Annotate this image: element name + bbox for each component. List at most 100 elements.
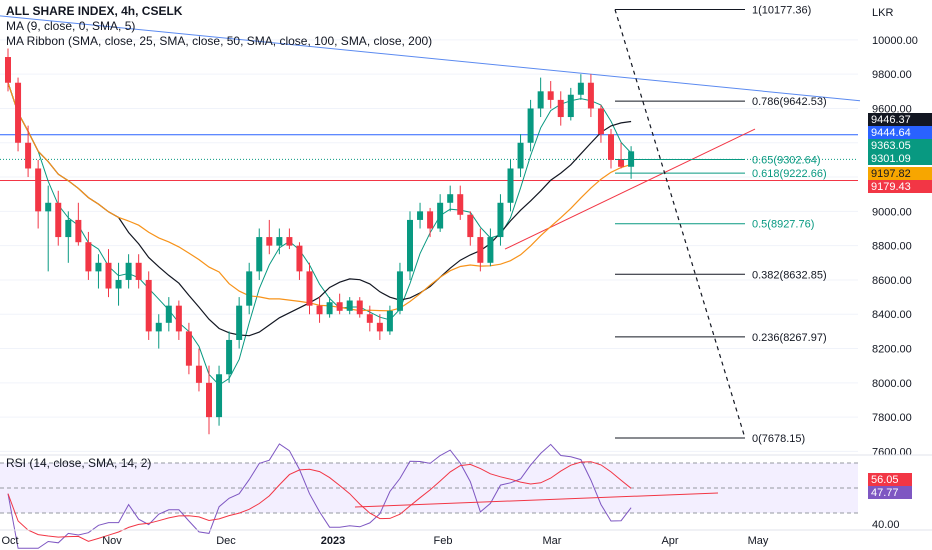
ma-line <box>7 82 632 386</box>
candle-body <box>286 237 293 246</box>
rsi-tick-label: 40.00 <box>872 519 900 531</box>
price-badge <box>868 180 932 193</box>
candle-body <box>437 202 444 229</box>
candle-body <box>175 305 182 332</box>
candle-body <box>5 57 11 83</box>
candle-body <box>226 339 233 375</box>
price-tick-label: 10000.00 <box>872 35 918 47</box>
price-tick-label: 9800.00 <box>872 69 912 81</box>
fib-level-label: 1(10177.36) <box>752 4 811 16</box>
rsi-badge-label: 47.77 <box>871 487 899 499</box>
price-badge <box>868 126 932 139</box>
candle-body <box>567 94 574 118</box>
candle-body <box>628 151 635 167</box>
time-tick-label: Apr <box>661 535 678 547</box>
candle-body <box>246 271 253 306</box>
fib-level-label: 0.236(8267.97) <box>752 332 827 344</box>
candle-body <box>497 202 504 238</box>
candle-body <box>25 142 32 169</box>
descending-trendline <box>0 15 861 102</box>
time-tick-label: 2023 <box>321 535 345 547</box>
candle-body <box>577 82 584 95</box>
candle-body <box>477 237 484 263</box>
legend-main: ALL SHARE INDEX, 4h, CSELK <box>6 4 183 18</box>
candle-body <box>396 271 403 311</box>
candle-body <box>326 302 333 315</box>
candle-body <box>95 262 102 272</box>
candle-body <box>85 242 92 272</box>
candle-body <box>618 159 625 167</box>
price-badge <box>868 152 932 165</box>
candle-body <box>165 305 172 323</box>
candle-body <box>15 82 22 143</box>
legend-ribbon: MA Ribbon (SMA, close, 25, SMA, close, 5… <box>6 34 433 48</box>
price-tick-label: 8800.00 <box>872 241 912 253</box>
candle-body <box>597 108 604 135</box>
candle-body <box>336 302 343 311</box>
price-badge-label: 9301.09 <box>871 153 911 165</box>
candle-body <box>447 194 454 203</box>
candle-body <box>185 331 192 366</box>
candle-body <box>366 314 373 323</box>
candle-body <box>386 310 393 332</box>
price-badge-label: 9197.82 <box>871 168 911 180</box>
price-tick-label: 8200.00 <box>872 344 912 356</box>
candle-body <box>346 300 353 311</box>
candle-body <box>155 322 162 332</box>
candle-body <box>457 194 464 215</box>
candle-body <box>45 202 52 212</box>
candle-body <box>145 279 152 332</box>
legend-ma: MA (9, close, 0, SMA, 5) <box>6 19 136 33</box>
candle-body <box>547 91 554 100</box>
candle-body <box>487 237 494 263</box>
candle-body <box>35 168 42 212</box>
candle-body <box>537 91 544 109</box>
time-tick-label: Nov <box>102 535 122 547</box>
fib-level-label: 0.786(9642.53) <box>752 96 827 108</box>
candle-body <box>356 300 363 315</box>
fib-level-label: 0.65(9302.64) <box>752 154 821 166</box>
time-tick-label: Dec <box>216 535 236 547</box>
price-tick-label: 7800.00 <box>872 412 912 424</box>
candle-body <box>115 279 122 289</box>
rsi-badge <box>868 473 912 486</box>
candle-body <box>296 245 303 272</box>
candle-body <box>236 305 243 340</box>
fib-level-label: 0.618(9222.66) <box>752 168 827 180</box>
time-tick-label: Feb <box>434 535 453 547</box>
rising-trendline <box>504 128 756 250</box>
rsi-trendline <box>354 492 719 508</box>
candle-body <box>306 271 313 306</box>
candle-body <box>276 237 283 246</box>
candle-body <box>266 237 273 246</box>
price-tick-label: 9600.00 <box>872 103 912 115</box>
candle-body <box>587 82 594 109</box>
fib-level-label: 0(7678.15) <box>752 433 805 445</box>
candle-body <box>256 237 263 272</box>
price-badge <box>868 139 932 152</box>
candle-body <box>527 108 534 143</box>
time-tick-label: Oct <box>1 535 18 547</box>
price-tick-label: 8400.00 <box>872 309 912 321</box>
candle-body <box>65 219 72 238</box>
price-badge <box>868 113 932 126</box>
candle-body <box>75 219 82 243</box>
candle-body <box>427 211 434 229</box>
ma-ribbon-orange <box>7 82 632 312</box>
legend-rsi: RSI (14, close, SMA, 14, 2) <box>6 456 152 470</box>
candle-body <box>316 305 323 315</box>
candle-body <box>467 214 474 238</box>
rsi-badge-label: 56.05 <box>871 474 899 486</box>
candle-body <box>55 202 62 238</box>
price-tick-label: 7600.00 <box>872 446 912 458</box>
time-tick-label: May <box>748 535 769 547</box>
candle-body <box>105 262 112 289</box>
price-badge-label: 9363.05 <box>871 140 911 152</box>
currency-label: LKR <box>872 7 893 19</box>
price-badge-label: 9179.43 <box>871 181 911 193</box>
price-badge-label: 9446.37 <box>871 114 911 126</box>
fib-level-label: 0.382(8632.85) <box>752 269 827 281</box>
rsi-line <box>7 443 632 549</box>
candle-body <box>135 262 142 280</box>
